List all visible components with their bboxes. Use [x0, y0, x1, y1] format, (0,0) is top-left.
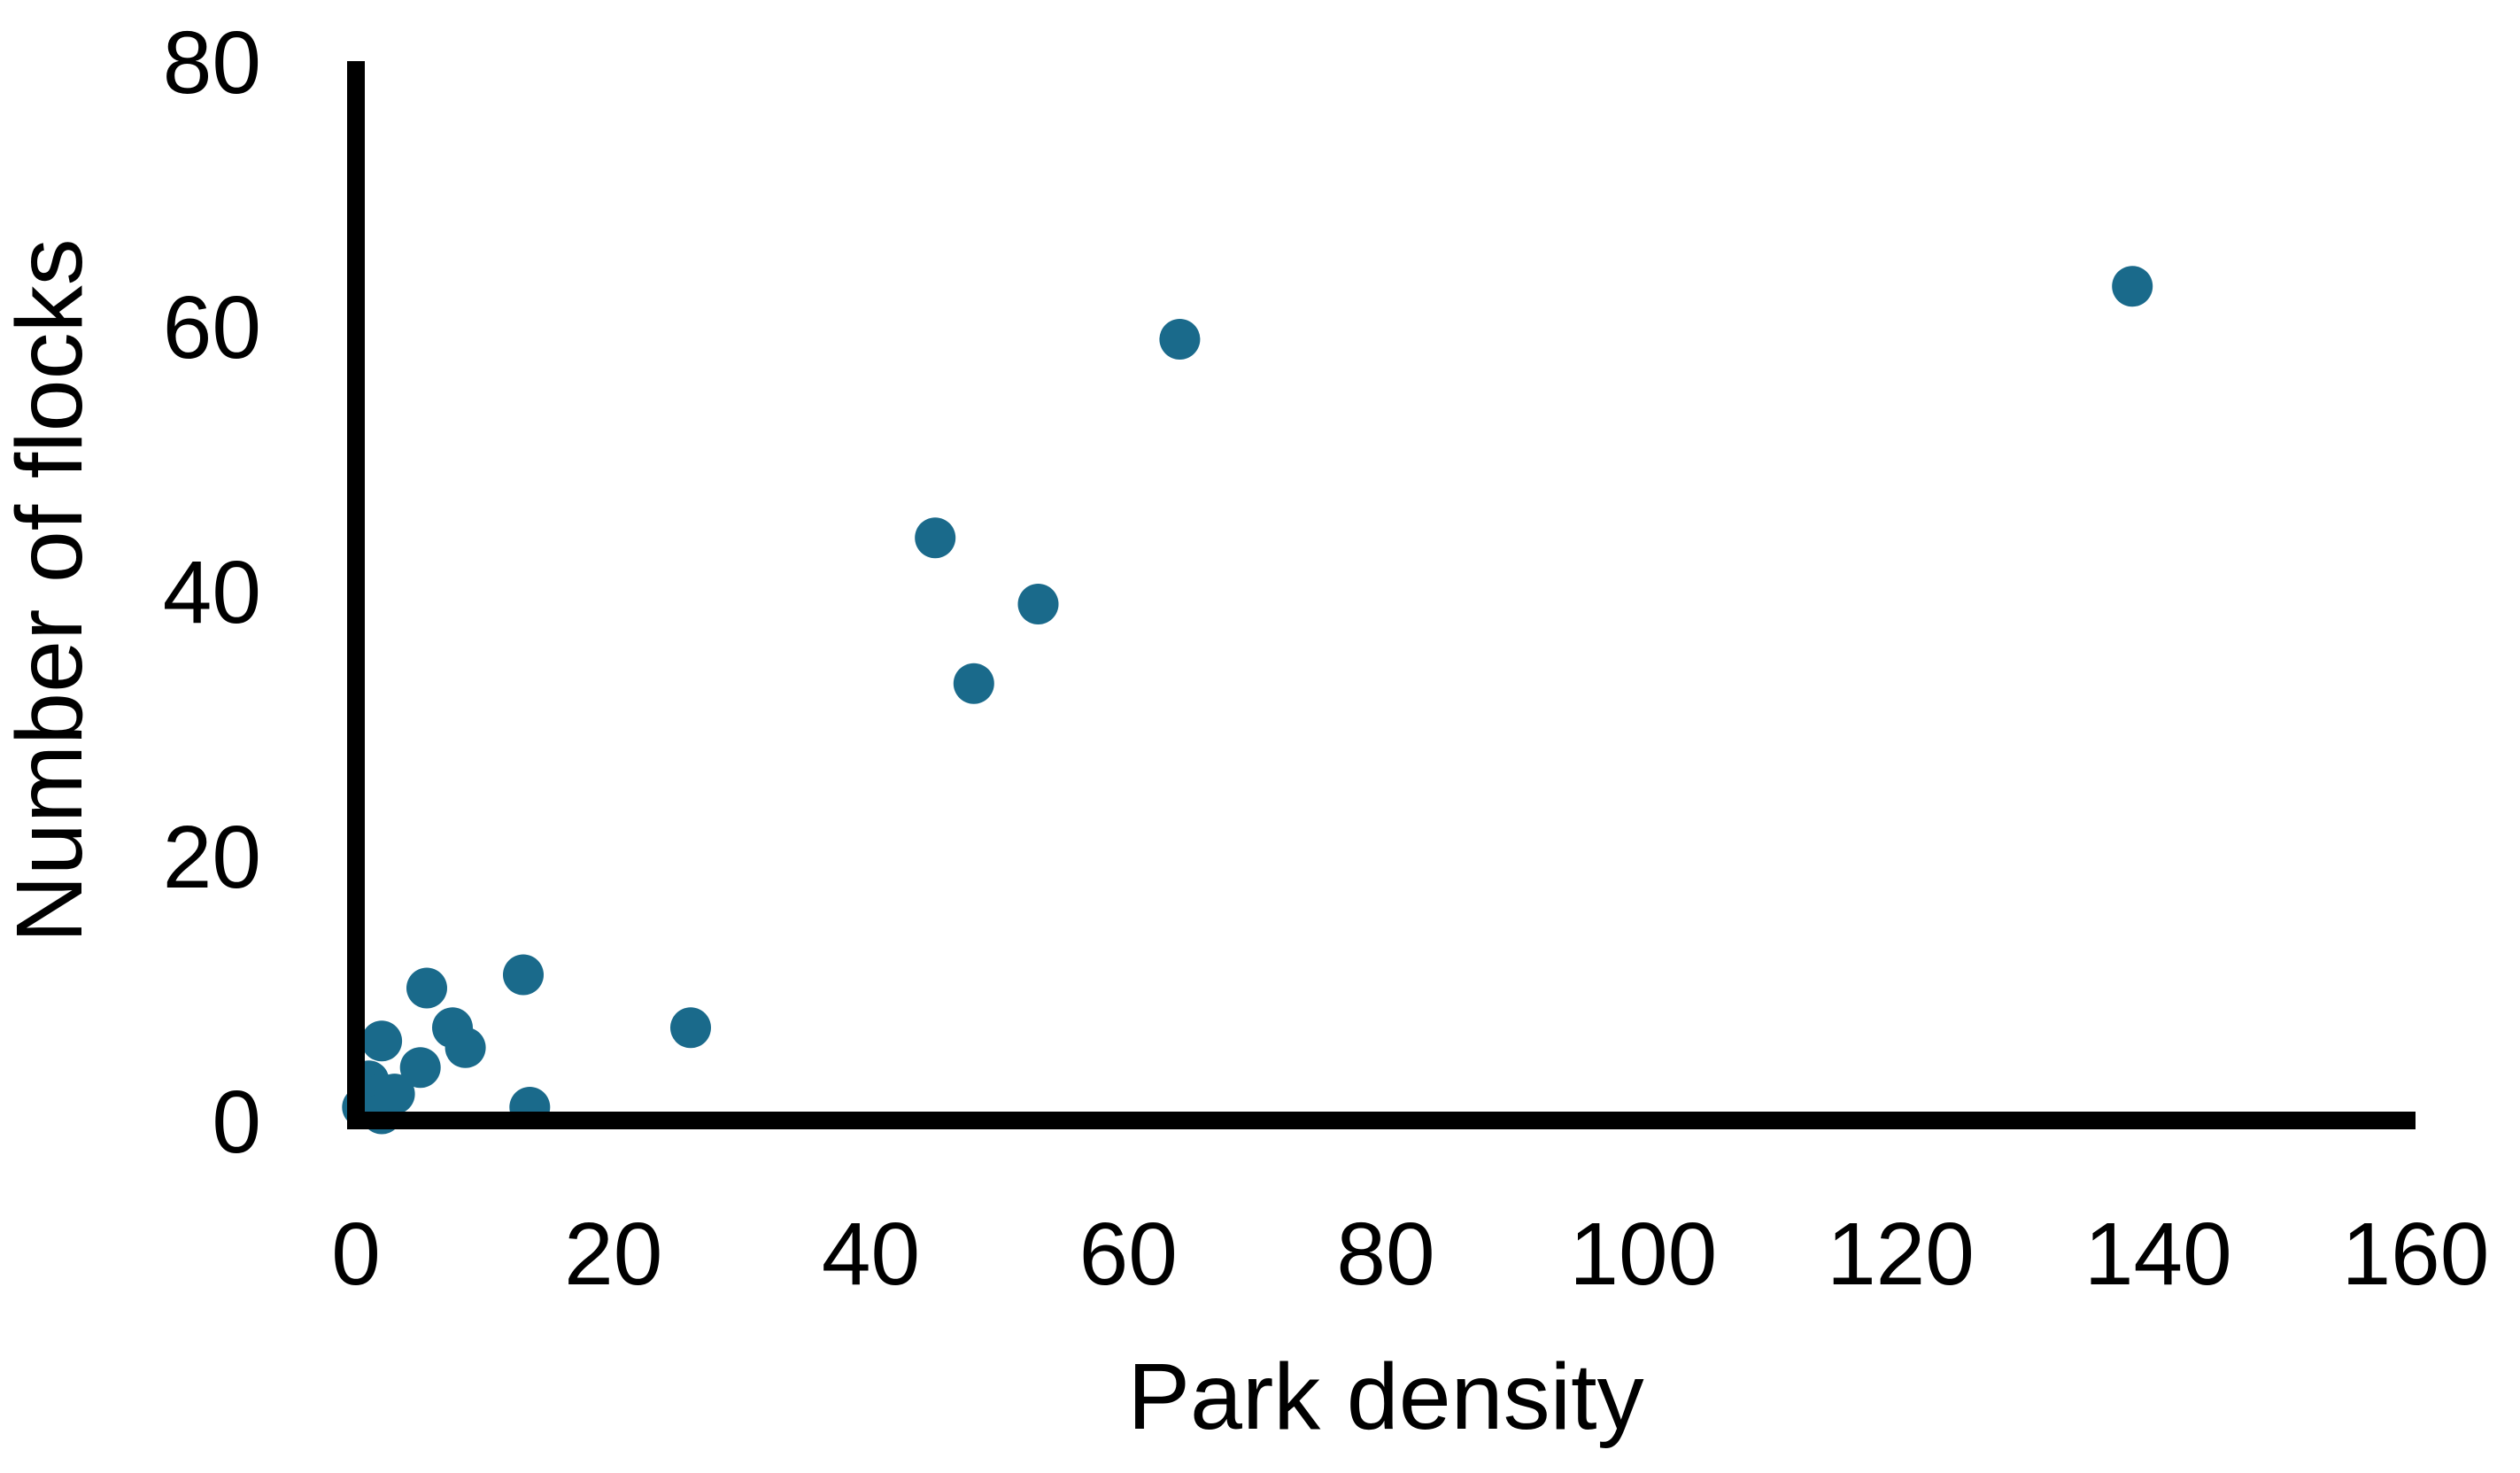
data-point — [1017, 584, 1059, 624]
x-tick-label: 60 — [1079, 1205, 1178, 1304]
data-point — [374, 1074, 415, 1115]
data-point — [361, 1020, 403, 1062]
y-tick-label: 0 — [212, 1073, 261, 1172]
data-point — [2112, 266, 2153, 307]
x-tick-label: 140 — [2084, 1205, 2232, 1304]
data-point — [503, 954, 544, 996]
data-point — [1159, 319, 1201, 360]
x-axis-tick-labels: 0 20 40 60 80 100 120 140 160 — [331, 1205, 2489, 1304]
x-tick-label: 100 — [1569, 1205, 1717, 1304]
x-tick-label: 0 — [331, 1205, 381, 1304]
x-tick-label: 40 — [822, 1205, 920, 1304]
data-point — [670, 1007, 711, 1049]
data-point — [406, 967, 447, 1009]
y-tick-label: 80 — [163, 13, 261, 112]
x-tick-label: 120 — [1827, 1205, 1975, 1304]
data-point — [444, 1027, 486, 1068]
data-point — [953, 663, 994, 704]
y-tick-label: 60 — [163, 278, 261, 377]
x-axis-title: Park density — [1127, 1345, 1643, 1449]
x-tick-label: 80 — [1336, 1205, 1434, 1304]
x-tick-label: 20 — [564, 1205, 662, 1304]
data-points-group — [342, 266, 2153, 1135]
x-tick-label: 160 — [2342, 1205, 2490, 1304]
data-point — [915, 517, 956, 559]
y-tick-label: 40 — [163, 543, 261, 642]
y-tick-label: 20 — [163, 808, 261, 907]
y-axis-tick-labels: 0 20 40 60 80 — [163, 13, 261, 1172]
data-point — [399, 1047, 441, 1089]
axis-lines — [347, 61, 2416, 1129]
y-axis-title: Number of flocks — [0, 238, 102, 942]
